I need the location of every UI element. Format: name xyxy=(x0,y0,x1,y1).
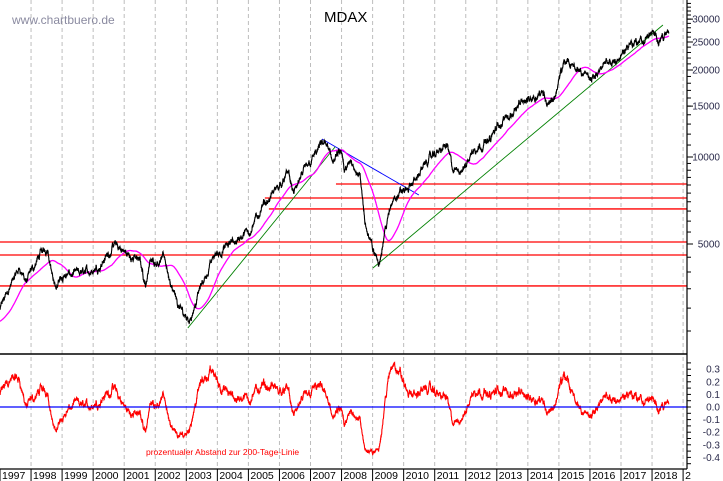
uptrend-trendline xyxy=(187,146,336,329)
y-tick-label: 15000 xyxy=(692,102,720,113)
lower-tick-label: 0.1 xyxy=(706,390,720,401)
year-label: 2 xyxy=(685,470,691,481)
year-label: 1999 xyxy=(64,470,88,481)
year-label: 2002 xyxy=(157,470,181,481)
watermark: www.chartbuero.de xyxy=(11,13,115,27)
horizontal-levels xyxy=(0,183,687,287)
year-label: 2007 xyxy=(313,470,337,481)
price-line xyxy=(0,29,670,325)
x-axis-ticks: 1997 1998 1999 2000 2001 2002 2003 2004 2005 2006… xyxy=(0,469,691,481)
year-label: 2013 xyxy=(499,470,523,481)
lower-tick-label: 0.0 xyxy=(706,403,720,414)
chart-title: MDAX xyxy=(324,9,367,26)
lower-tick-label: -0.1 xyxy=(703,415,721,426)
year-gridlines xyxy=(30,0,684,469)
year-label: 2004 xyxy=(219,470,243,481)
year-label: 2011 xyxy=(437,470,460,481)
year-label: 2016 xyxy=(592,470,616,481)
lower-tick-label: -0.3 xyxy=(703,440,721,451)
y-tick-label: 20000 xyxy=(692,66,720,77)
year-label: 2012 xyxy=(468,470,492,481)
year-label: 2017 xyxy=(623,470,647,481)
y-axis-ticks: 5000 10000 15000 20000 25000 30000 0.30.2 0.1 0.… xyxy=(687,2,721,465)
year-label: 2018 xyxy=(654,470,678,481)
deviation-line xyxy=(0,361,670,456)
year-label: 2000 xyxy=(95,470,119,481)
y-tick-label: 30000 xyxy=(692,15,720,26)
year-label: 2003 xyxy=(188,470,212,481)
trendlines xyxy=(187,24,664,329)
lower-panel-caption: prozentualer Abstand zur 200-Tage-Linie xyxy=(146,447,299,457)
lower-tick-label: 0.2 xyxy=(706,377,720,388)
year-label: 2001 xyxy=(126,470,150,481)
y-tick-label: 10000 xyxy=(692,153,720,164)
year-label: 2008 xyxy=(344,470,368,481)
lower-tick-label: 0.3 xyxy=(706,365,720,376)
lower-tick-label: -0.4 xyxy=(703,453,721,464)
year-label: 2015 xyxy=(561,470,585,481)
year-label: 2009 xyxy=(375,470,399,481)
year-label: 2010 xyxy=(406,470,430,481)
year-label: 2014 xyxy=(530,470,554,481)
y-tick-label: 25000 xyxy=(692,37,720,48)
year-label: 2005 xyxy=(250,470,274,481)
year-label: 1997 xyxy=(2,470,26,481)
year-label: 1998 xyxy=(33,470,57,481)
uptrend-trendline xyxy=(372,24,664,269)
year-label: 2006 xyxy=(281,470,305,481)
ma200-line xyxy=(0,35,670,322)
lower-tick-label: -0.2 xyxy=(703,428,721,439)
downtrend-trendline xyxy=(321,138,420,196)
y-tick-label: 5000 xyxy=(698,239,721,250)
